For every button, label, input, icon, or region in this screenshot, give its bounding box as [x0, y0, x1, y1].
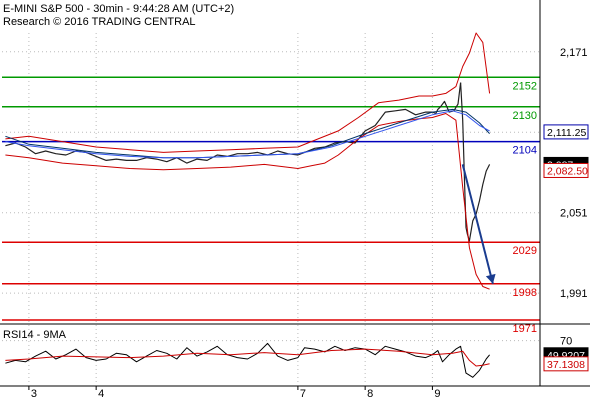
x-tick-label: 8 — [367, 388, 373, 400]
level-label-2130: 2130 — [513, 110, 537, 122]
series-line-price — [5, 82, 462, 164]
price-tag-box — [543, 124, 589, 140]
chart-subtitle: Research © 2016 TRADING CENTRAL — [3, 16, 196, 28]
series-line-price-after-drop — [460, 82, 491, 242]
level-label-2152: 2152 — [513, 80, 537, 92]
rsi-series-9MA — [5, 348, 490, 367]
y-tick-label: 1,991 — [560, 288, 588, 300]
rsi-tag-label: 37.1308 — [547, 359, 585, 371]
x-tick-label: 7 — [300, 388, 306, 400]
series-line-ma-blue — [5, 110, 490, 159]
series-line-ma-dark — [5, 108, 490, 159]
price-panel: 2,1712,1112,0511,99121522130210420291998… — [2, 32, 589, 383]
forecast-arrow-head — [485, 273, 496, 284]
level-label-2029: 2029 — [513, 245, 537, 257]
rsi-tag-box — [543, 356, 589, 372]
level-label-1971: 1971 — [513, 323, 537, 335]
chart-frame — [0, 0, 590, 387]
x-axis: 3 4 7 8 9 — [28, 386, 441, 400]
y-tick-label: 2,051 — [560, 208, 588, 220]
price-tag-label: 2,111.25 — [547, 127, 586, 139]
forecast-arrow — [461, 164, 494, 285]
x-tick-label: 9 — [434, 388, 440, 400]
x-tick-label: 3 — [31, 388, 37, 400]
series-line-bollinger-lower — [5, 113, 490, 290]
chart-title: E-MINI S&P 500 - 30min - 9:44:28 AM (UTC… — [3, 3, 234, 15]
x-tick-label: 4 — [98, 388, 104, 400]
rsi-series-RSI14 — [5, 342, 490, 378]
price-tag-box — [543, 162, 589, 178]
y-tick-label: 2,171 — [560, 47, 588, 59]
rsi-title: RSI14 - 9MA — [3, 329, 67, 341]
level-label-1998: 1998 — [513, 287, 537, 299]
level-label-2104: 2104 — [513, 145, 537, 157]
price-tag-label: 2,082.50 — [547, 165, 588, 177]
rsi-y-tick-label: 70 — [560, 336, 572, 348]
series-line-bollinger-upper — [5, 32, 491, 153]
